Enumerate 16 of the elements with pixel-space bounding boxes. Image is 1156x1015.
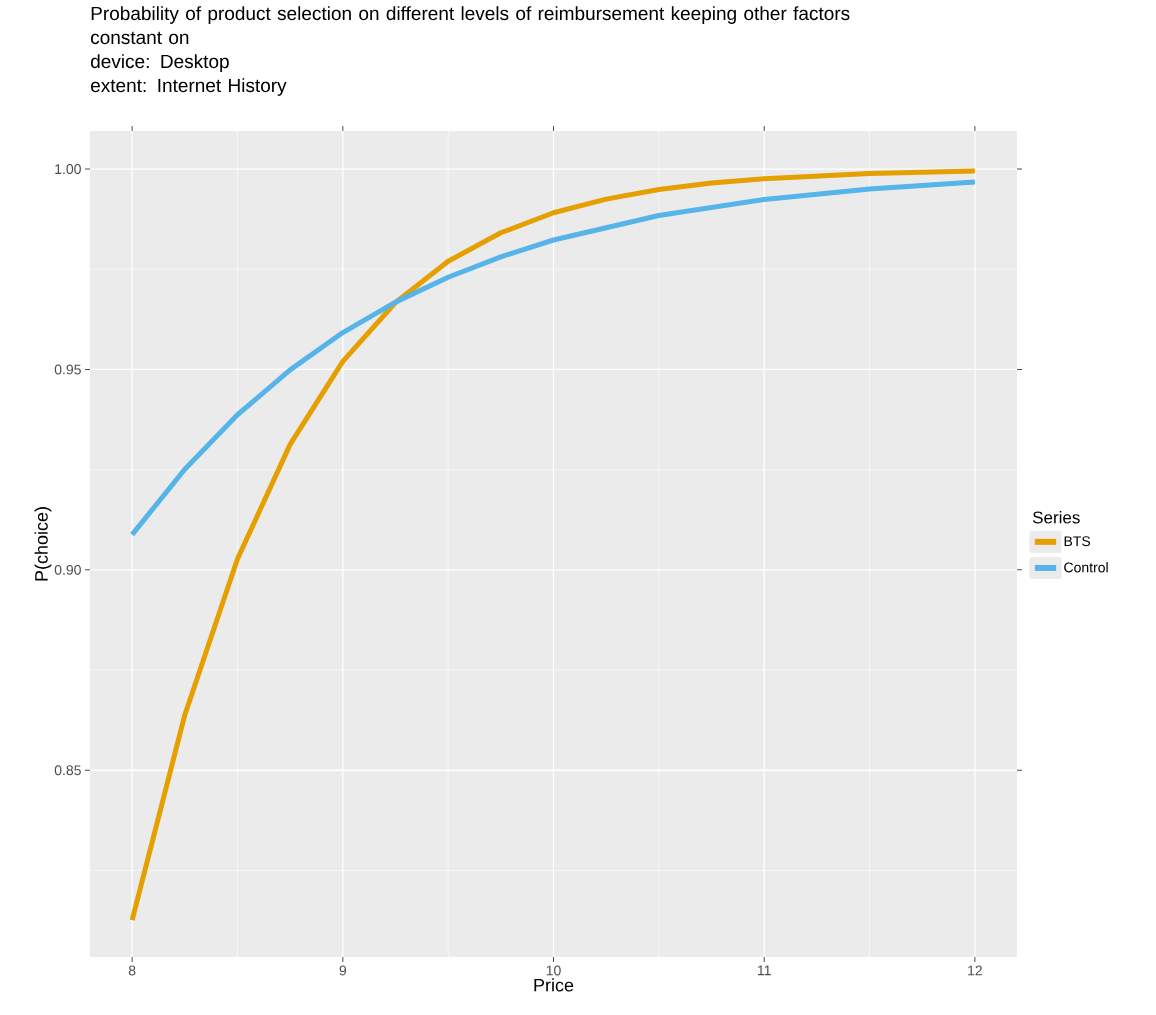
text: extent: Internet History (91, 78, 287, 96)
y-axis-title: P(choice) (34, 507, 52, 581)
x-tick-label: 8 (128, 965, 136, 976)
legend-label: Control (1064, 562, 1108, 573)
y-tick-label: 1.00 (55, 164, 81, 175)
x-tick-label: 10 (546, 965, 561, 976)
x-axis-title: Price (534, 978, 574, 992)
legend-label: BTS (1064, 536, 1091, 547)
chart-subtitle: device: Desktop (91, 54, 229, 72)
y-tick-label: 0.90 (54, 564, 81, 575)
legend-title: Series (1032, 511, 1080, 524)
y-tick-label: 0.85 (54, 765, 81, 776)
x-tick-label: 9 (339, 965, 347, 976)
x-tick-label: 12 (968, 965, 982, 976)
y-tick-label: 0.95 (54, 364, 81, 375)
x-tick-label: 11 (757, 965, 771, 976)
